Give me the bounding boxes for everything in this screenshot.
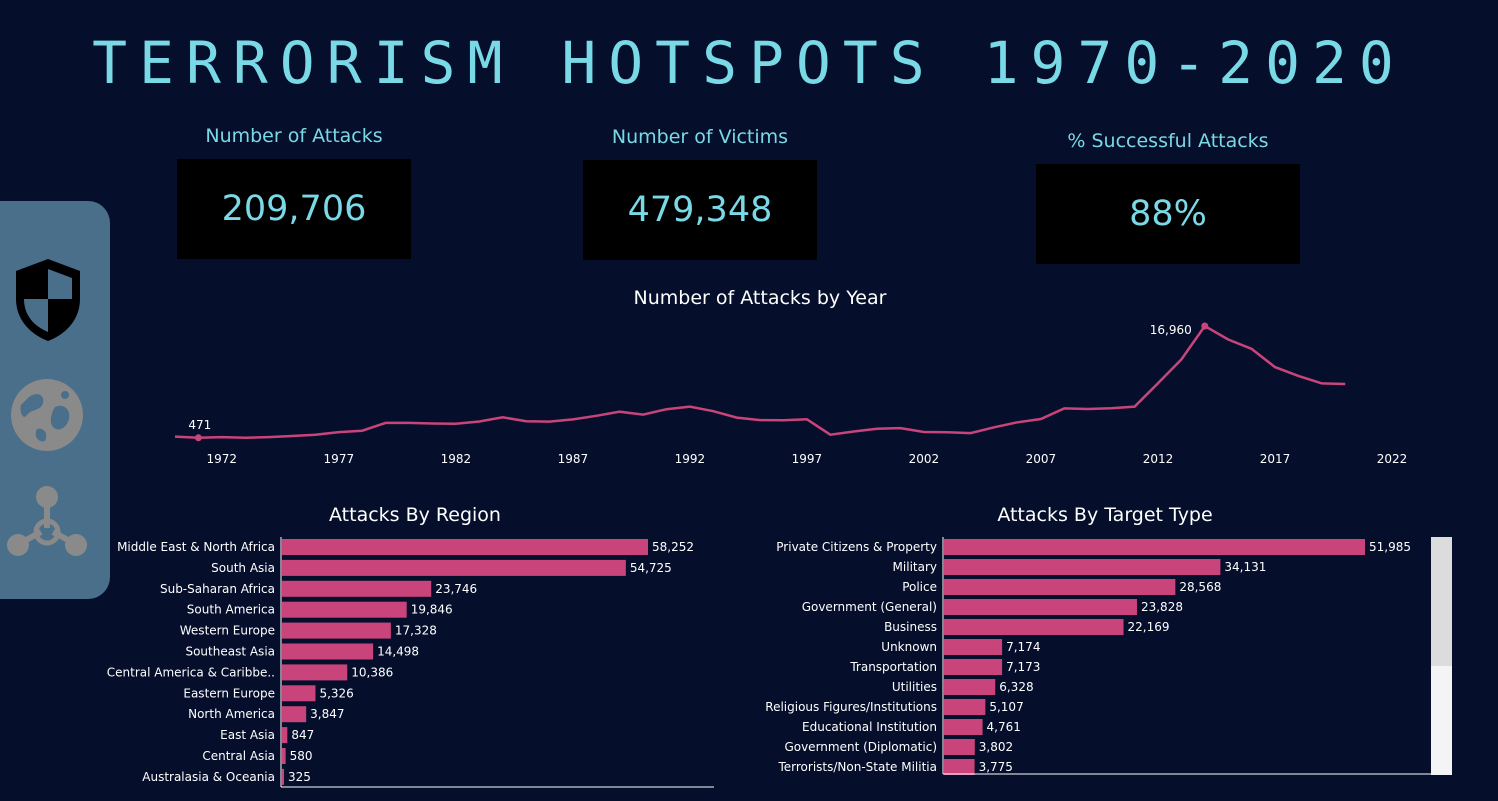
x-tick-label: 1972 [207,452,238,466]
line-point-2014 [1201,322,1209,330]
target-chart-title: Attacks By Target Type [997,504,1213,526]
line-point-1971 [194,434,202,442]
kpi-success-label: % Successful Attacks [1067,130,1269,152]
dashboard-title: TERRORISM HOTSPOTS 1970-2020 [92,29,1406,97]
x-tick-label: 1982 [441,452,472,466]
hazard-network-icon[interactable] [6,484,88,564]
line-chart-title: Number of Attacks by Year [633,287,887,309]
x-tick-label: 1997 [792,452,823,466]
kpi-attacks-value: 209,706 [177,159,411,259]
x-tick-label: 2002 [909,452,940,466]
target-chart-scroll-thumb[interactable] [1431,537,1452,666]
kpi-victims-label: Number of Victims [611,126,789,148]
x-tick-label: 1977 [324,452,355,466]
globe-icon[interactable] [9,377,85,457]
x-tick-label: 2017 [1260,452,1291,466]
attacks-line-series [174,324,1346,440]
sidebar-nav [0,201,110,599]
x-tick-label: 2012 [1143,452,1174,466]
shield-icon[interactable] [12,257,84,347]
line-data-label: 471 [188,418,211,432]
x-tick-label: 1992 [675,452,706,466]
kpi-victims-value: 479,348 [583,160,817,260]
x-tick-label: 2007 [1026,452,1057,466]
x-tick-label: 2022 [1377,452,1408,466]
line-data-label: 16,960 [1150,323,1192,337]
x-tick-label: 1987 [558,452,589,466]
kpi-success-value: 88% [1036,164,1300,264]
region-chart-title: Attacks By Region [329,504,501,526]
kpi-attacks-label: Number of Attacks [205,125,383,147]
